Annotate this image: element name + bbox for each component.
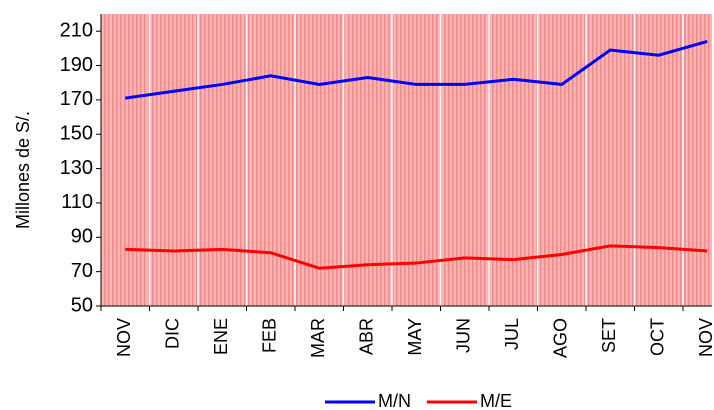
- x-tick-label: MAY: [405, 318, 425, 356]
- x-tick-label: ENE: [211, 318, 231, 355]
- x-tick-label: MAR: [308, 318, 328, 358]
- x-tick-label: ABR: [357, 318, 377, 355]
- plot-area: [101, 14, 712, 306]
- x-tick-label: FEB: [260, 318, 280, 353]
- y-tick-label: 90: [71, 226, 93, 248]
- legend: M/N M/E: [325, 391, 512, 410]
- x-tick-label: JUL: [502, 318, 522, 350]
- y-tick-label: 190: [60, 54, 93, 76]
- x-tick-label: SET: [599, 318, 619, 353]
- series-line: [125, 40, 708, 100]
- x-tick-label: DIC: [163, 318, 183, 349]
- y-tick-label: 110: [61, 191, 93, 213]
- legend-label: M/N: [378, 391, 411, 410]
- y-axis-label: Millones de S/.: [13, 111, 33, 229]
- y-tick-label: 150: [60, 123, 93, 145]
- y-tick-label: 50: [71, 294, 93, 316]
- series-line: [125, 244, 708, 270]
- x-tick-label: NOV: [696, 318, 714, 357]
- y-tick-label: 170: [60, 88, 93, 110]
- x-tick-label: OCT: [648, 318, 668, 356]
- x-tick-label: AGO: [551, 318, 571, 358]
- y-tick-label: 210: [60, 19, 93, 41]
- x-tick-label: NOV: [114, 318, 134, 357]
- legend-label: M/E: [480, 391, 512, 410]
- y-tick-label: 70: [71, 260, 93, 282]
- x-tick-label: JUN: [454, 318, 474, 353]
- y-tick-label: 130: [60, 157, 93, 179]
